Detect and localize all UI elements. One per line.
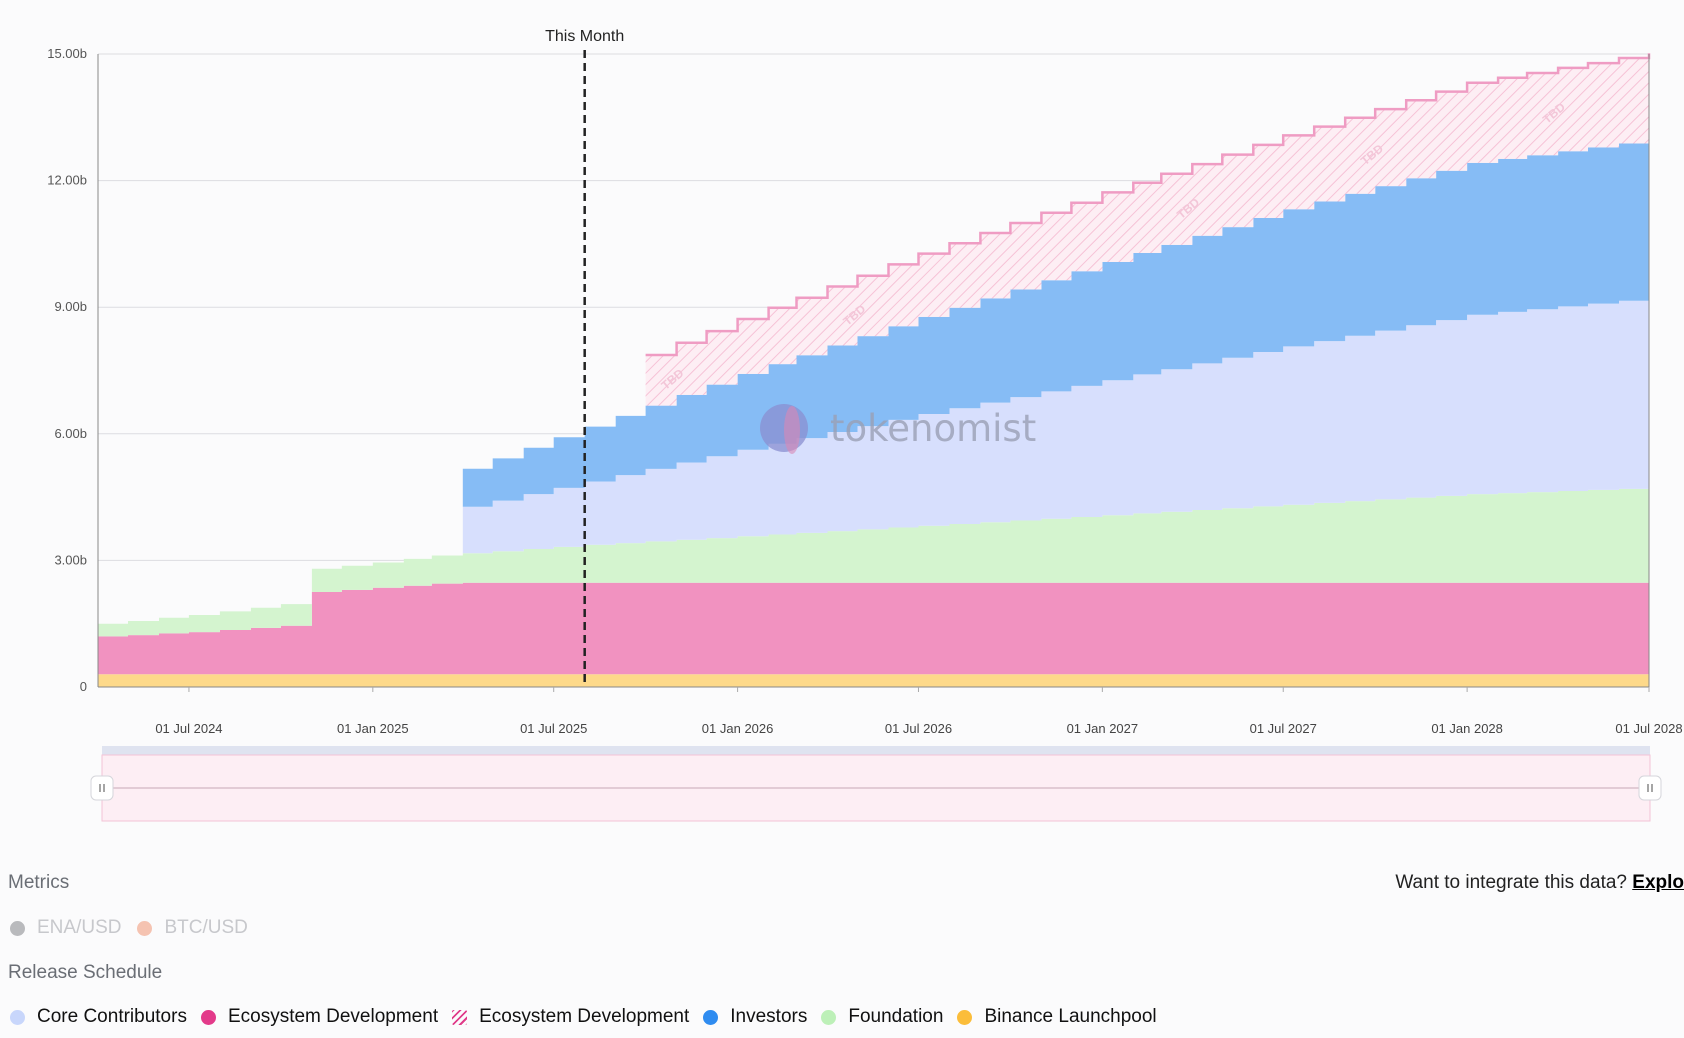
legend-label: Investors bbox=[730, 1006, 808, 1027]
x-tick-label: 01 Jul 2025 bbox=[520, 721, 587, 736]
navigator-scroll-track bbox=[102, 746, 1650, 755]
legend-item-core-contributors[interactable]: Core Contributors bbox=[10, 1006, 187, 1028]
area-ecosystem-development-projected bbox=[645, 53, 1649, 406]
watermark-logo-accent bbox=[784, 406, 800, 454]
area-ecosystem-development bbox=[98, 582, 1649, 675]
navigator-right-handle[interactable] bbox=[1638, 775, 1662, 801]
integrate-prompt: Want to integrate this data? Explo bbox=[1395, 872, 1684, 894]
handle-body bbox=[1638, 775, 1662, 801]
y-tick-label: 3.00b bbox=[54, 552, 87, 567]
x-tick-label: 01 Jul 2028 bbox=[1615, 721, 1682, 736]
x-tick-label: 01 Jul 2024 bbox=[155, 721, 222, 736]
explore-link[interactable]: Explo bbox=[1632, 872, 1684, 893]
release-schedule-legend: Core Contributors Ecosystem Development Ec… bbox=[10, 1006, 1171, 1028]
metric-toggle-btc-usd[interactable]: BTC/USD bbox=[137, 917, 248, 939]
legend-item-binance-launchpool[interactable]: Binance Launchpool bbox=[957, 1006, 1157, 1028]
release-schedule-chart: 0 3.00b 6.00b 9.00b 12.00b 15.00b TBDTBDTBDTB… bbox=[47, 28, 1683, 822]
this-month-label: This Month bbox=[545, 28, 624, 45]
x-tick-label: 01 Jul 2027 bbox=[1250, 721, 1317, 736]
x-tick-label: 01 Jul 2026 bbox=[885, 721, 952, 736]
legend-dot-icon bbox=[10, 920, 25, 936]
legend-label: Foundation bbox=[848, 1006, 944, 1027]
legend-hatch-icon bbox=[452, 1009, 468, 1025]
area-ecosystem-development-projected-outline bbox=[645, 53, 1651, 357]
y-tick-label: 6.00b bbox=[54, 426, 87, 441]
axes: 01 Jul 2024 01 Jan 2025 01 Jul 2025 01 Jan … bbox=[97, 54, 1683, 736]
area-binance-launchpool bbox=[98, 674, 1649, 687]
legend-label: Ecosystem Development bbox=[227, 1006, 439, 1027]
x-tick-label: 01 Jan 2025 bbox=[337, 721, 409, 736]
legend-label: Core Contributors bbox=[37, 1006, 187, 1027]
integrate-text: Want to integrate this data? bbox=[1395, 872, 1627, 893]
metric-toggle-ena-usd[interactable]: ENA/USD bbox=[10, 917, 121, 939]
legend-label: Binance Launchpool bbox=[984, 1006, 1157, 1027]
range-navigator[interactable] bbox=[90, 746, 1662, 822]
legend-item-ecosystem-development-projected[interactable]: Ecosystem Development bbox=[452, 1006, 689, 1028]
legend-item-investors[interactable]: Investors bbox=[703, 1006, 807, 1028]
x-tick-label: 01 Jan 2028 bbox=[1431, 721, 1503, 736]
navigator-left-handle[interactable] bbox=[90, 775, 114, 801]
legend-dot-icon bbox=[821, 1009, 837, 1025]
this-month-marker: This Month bbox=[545, 28, 624, 687]
area-investors bbox=[462, 139, 1649, 507]
legend-dot-icon bbox=[137, 920, 153, 936]
area-core-contributors bbox=[462, 297, 1649, 554]
area-foundation bbox=[98, 487, 1649, 637]
watermark: tokenomist bbox=[760, 404, 1036, 454]
legend-item-ecosystem-development[interactable]: Ecosystem Development bbox=[200, 1006, 439, 1028]
x-tick-label: 01 Jan 2027 bbox=[1067, 721, 1139, 736]
metric-label: BTC/USD bbox=[164, 917, 248, 938]
x-tick-label: 01 Jan 2026 bbox=[702, 721, 774, 736]
y-tick-label: 0 bbox=[80, 679, 87, 694]
metric-label: ENA/USD bbox=[37, 917, 122, 938]
y-tick-label: 9.00b bbox=[54, 299, 87, 314]
y-tick-label: 12.00b bbox=[47, 173, 87, 188]
watermark-text: tokenomist bbox=[830, 407, 1036, 450]
handle-body bbox=[90, 775, 114, 801]
legend-item-foundation[interactable]: Foundation bbox=[821, 1006, 943, 1028]
watermark-logo bbox=[760, 404, 808, 452]
metrics-legend: ENA/USD BTC/USD bbox=[10, 917, 264, 939]
legend-dot-icon bbox=[10, 1009, 25, 1025]
y-tick-label: 15.00b bbox=[47, 46, 87, 61]
metrics-title: Metrics bbox=[8, 872, 70, 893]
legend-dot-icon bbox=[957, 1009, 973, 1025]
legend-label: Ecosystem Development bbox=[479, 1006, 690, 1027]
legend-dot-icon bbox=[703, 1009, 719, 1025]
release-schedule-title: Release Schedule bbox=[8, 962, 163, 983]
legend-dot-icon bbox=[200, 1009, 216, 1025]
